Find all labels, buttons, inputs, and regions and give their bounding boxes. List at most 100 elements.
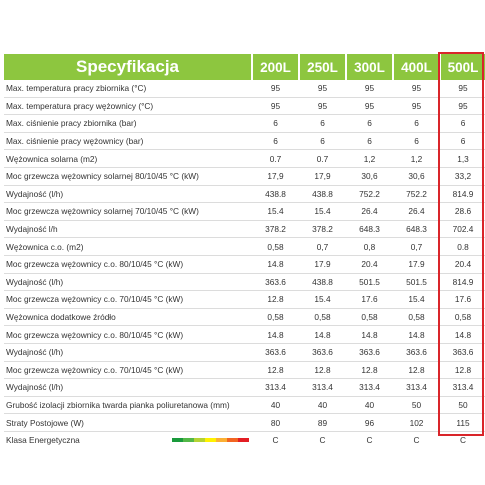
row-label: Wydajność l/h	[4, 220, 252, 239]
table-row: Wydajność (l/h) 313.4 313.4 313.4 313.4 313.4	[4, 378, 485, 397]
row-value: 12.8	[440, 361, 485, 380]
row-value: 363.6	[440, 343, 485, 362]
row-value: 28.6	[440, 202, 485, 221]
row-label: Wydajność (l/h)	[4, 378, 252, 397]
row-value: 95	[299, 80, 346, 98]
row-value: 115	[440, 413, 485, 432]
row-value: 752.2	[393, 185, 440, 204]
row-value: 0,58	[252, 237, 299, 256]
energy-scale-icon	[172, 438, 249, 443]
row-value: 95	[252, 97, 299, 116]
row-label: Moc grzewcza wężownicy c.o. 80/10/45 °C …	[4, 325, 252, 344]
row-value: 0,7	[393, 237, 440, 256]
row-value: 6	[252, 132, 299, 151]
row-value: 95	[440, 97, 485, 116]
row-value: 26.4	[393, 202, 440, 221]
energy-scale-segment	[216, 438, 227, 443]
row-label: Straty Postojowe (W)	[4, 413, 252, 432]
row-value: 752.2	[346, 185, 393, 204]
table-row: Moc grzewcza wężownicy c.o. 70/10/45 °C …	[4, 361, 485, 380]
table-row: Moc grzewcza wężownicy c.o. 80/10/45 °C …	[4, 325, 485, 344]
row-value: 438.8	[299, 185, 346, 204]
row-value: 0,58	[299, 308, 346, 327]
energy-class-value: C	[413, 435, 420, 446]
row-value: 0,7	[299, 237, 346, 256]
energy-class-value: C	[319, 435, 326, 446]
row-value: 20.4	[346, 255, 393, 274]
row-value: 814.9	[440, 273, 485, 292]
table-row: Moc grzewcza wężownicy c.o. 70/10/45 °C …	[4, 290, 485, 309]
row-value: 0,58	[252, 308, 299, 327]
row-label: Grubość izolacji zbiornika twarda pianka…	[4, 396, 252, 415]
energy-label-wrap: Klasa Energetyczna	[6, 435, 252, 445]
row-value: 20.4	[440, 255, 485, 274]
row-value: 0.7	[252, 149, 299, 168]
row-value: 438.8	[299, 273, 346, 292]
row-value: 0.8	[440, 237, 485, 256]
row-value: 40	[299, 396, 346, 415]
row-value: 17,9	[252, 167, 299, 186]
row-value: 438.8	[252, 185, 299, 204]
row-value: 15.4	[393, 290, 440, 309]
row-value: 95	[440, 80, 485, 98]
row-value: 12.8	[252, 361, 299, 380]
row-value: 14.8	[252, 255, 299, 274]
table-row: Straty Postojowe (W) 80 89 96 102 115	[4, 413, 485, 432]
table-row: Wydajność l/h 378.2 378.2 648.3 648.3 702.4	[4, 220, 485, 239]
row-value: 14.8	[346, 325, 393, 344]
energy-scale-segment	[172, 438, 183, 443]
row-value: 15.4	[252, 202, 299, 221]
row-value: 95	[346, 97, 393, 116]
energy-scale-segment	[205, 438, 216, 443]
row-value: 96	[346, 413, 393, 432]
row-value: 50	[393, 396, 440, 415]
row-value: 14.8	[440, 325, 485, 344]
row-value: 363.6	[252, 273, 299, 292]
row-label: Max. ciśnienie pracy wężownicy (bar)	[4, 132, 252, 151]
row-label: Max. ciśnienie pracy zbiornika (bar)	[4, 114, 252, 133]
row-label: Klasa Energetyczna	[6, 435, 80, 446]
row-value: 363.6	[393, 343, 440, 362]
row-value: 50	[440, 396, 485, 415]
row-value: 648.3	[346, 220, 393, 239]
energy-scale-segment	[194, 438, 205, 443]
row-value: 40	[252, 396, 299, 415]
row-value: 17.6	[346, 290, 393, 309]
row-value: 313.4	[440, 378, 485, 397]
table-body: Max. temperatura pracy zbiornika (°C) 95 9…	[4, 80, 485, 448]
row-label: Moc grzewcza wężownicy c.o. 70/10/45 °C …	[4, 290, 252, 309]
capacity-header: 200L	[252, 54, 300, 80]
row-value: 1,3	[440, 149, 485, 168]
row-value: 17.6	[440, 290, 485, 309]
energy-class-value: C	[272, 435, 279, 446]
row-value: 17.9	[393, 255, 440, 274]
row-value: 363.6	[346, 343, 393, 362]
energy-class-row: Klasa Energetyczna C C C C C	[4, 431, 485, 448]
row-label: Wężownica c.o. (m2)	[4, 237, 252, 256]
row-label: Moc grzewcza wężownicy solarnej 80/10/45…	[4, 167, 252, 186]
row-value: 40	[346, 396, 393, 415]
row-label: Moc grzewcza wężownicy solarnej 70/10/45…	[4, 202, 252, 221]
row-value: 89	[299, 413, 346, 432]
energy-scale-segment	[238, 438, 249, 443]
row-value: 15.4	[299, 290, 346, 309]
row-label: Max. temperatura pracy wężownicy (°C)	[4, 97, 252, 116]
table-row: Max. temperatura pracy wężownicy (°C) 95 9…	[4, 97, 485, 116]
row-label: Max. temperatura pracy zbiornika (°C)	[4, 80, 252, 98]
row-label: Wydajność (l/h)	[4, 273, 252, 292]
row-value: 12.8	[393, 361, 440, 380]
row-value: 702.4	[440, 220, 485, 239]
row-label: Wężownica solarna (m2)	[4, 149, 252, 168]
table-row: Moc grzewcza wężownicy solarnej 70/10/45…	[4, 202, 485, 221]
row-value: 313.4	[252, 378, 299, 397]
header-row: Specyfikacja 200L 250L 300L 400L 500L	[4, 54, 485, 80]
row-value: 33,2	[440, 167, 485, 186]
row-value: 0,58	[393, 308, 440, 327]
row-value: 12.8	[299, 361, 346, 380]
row-label: Wydajność (l/h)	[4, 343, 252, 362]
table-row: Max. temperatura pracy zbiornika (°C) 95 9…	[4, 80, 485, 98]
row-value: 95	[346, 80, 393, 98]
row-value: 14.8	[393, 325, 440, 344]
row-value: 0,58	[346, 308, 393, 327]
row-value: 363.6	[252, 343, 299, 362]
